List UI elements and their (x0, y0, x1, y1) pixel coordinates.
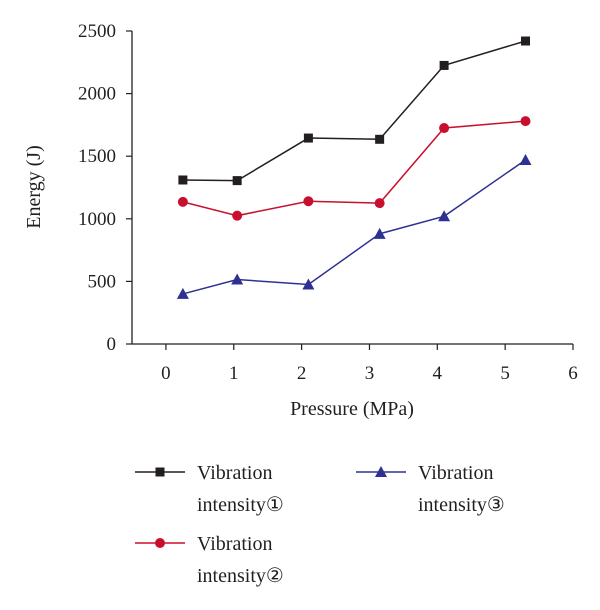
legend-marker (375, 466, 387, 477)
series-1-point (521, 36, 531, 46)
x-tick-label: 1 (229, 363, 239, 384)
legend-label: Vibration (418, 462, 493, 484)
legend-marker (155, 467, 165, 477)
series-2-point (520, 116, 531, 127)
series-3-point (176, 287, 189, 299)
legend-item-2: Vibration intensity② (135, 533, 284, 587)
y-tick-label: 0 (107, 334, 117, 355)
series-3-point (373, 227, 386, 239)
series-2 (177, 116, 531, 221)
plot-area (176, 36, 532, 299)
series-2-point (439, 123, 450, 134)
legend-label: Vibration (197, 462, 272, 484)
legend-label: Vibration (197, 533, 272, 555)
series-1-point (178, 175, 188, 185)
series-3-point (302, 278, 315, 290)
series-3-line (182, 159, 526, 295)
series-2-point (177, 196, 188, 207)
legend-label: intensity② (197, 565, 284, 587)
x-tick-label: 4 (433, 363, 443, 384)
series-3-point (519, 153, 532, 165)
series-3-point (438, 210, 451, 222)
series-2-point (232, 210, 243, 221)
axes: 0 500 1000 1500 2000 2500 0 1 2 3 4 5 6 (78, 21, 578, 384)
x-axis-title: Pressure (MPa) (290, 398, 414, 420)
y-tick-label: 1500 (78, 146, 116, 167)
legend-marker (155, 538, 165, 548)
legend-item-1: Vibration intensity① (135, 462, 284, 516)
series-1 (178, 36, 531, 186)
legend-label: intensity① (197, 494, 284, 516)
series-3 (176, 153, 532, 299)
legend: Vibrationintensity①Vibrationintensity②Vi… (135, 462, 505, 587)
series-1-point (303, 133, 313, 143)
y-tick-label: 1000 (78, 209, 116, 230)
series-3-point (231, 273, 244, 285)
x-tick-label: 6 (568, 363, 578, 384)
y-tick-label: 2000 (78, 84, 116, 105)
y-tick-label: 2500 (78, 21, 116, 42)
x-tick-label: 3 (365, 363, 375, 384)
legend-item-3: Vibration intensity③ (356, 462, 505, 516)
series-1-point (375, 134, 385, 144)
series-2-point (374, 198, 385, 209)
x-tick-label: 0 (161, 363, 171, 384)
x-tick-label: 2 (297, 363, 307, 384)
series-1-point (439, 60, 449, 70)
series-2-line (182, 120, 526, 217)
series-1-point (232, 176, 242, 186)
y-tick-label: 500 (88, 271, 117, 292)
series-1-line (182, 40, 526, 182)
x-tick-label: 5 (500, 363, 510, 384)
series-2-point (303, 196, 314, 207)
legend-label: intensity③ (418, 494, 505, 516)
y-axis-title: Energy (J) (23, 145, 45, 229)
